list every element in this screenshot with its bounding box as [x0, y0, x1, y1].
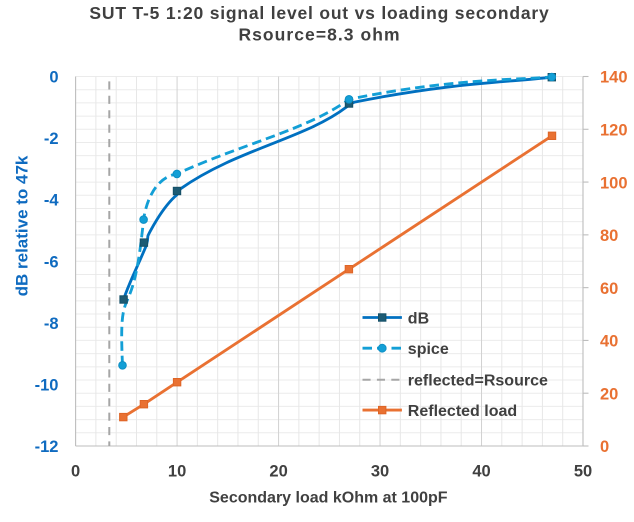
svg-text:-6: -6	[44, 253, 59, 271]
svg-text:Rsource=8.3 ohm: Rsource=8.3 ohm	[238, 25, 400, 45]
svg-text:30: 30	[371, 463, 389, 481]
svg-text:120: 120	[600, 122, 628, 140]
svg-text:50: 50	[574, 463, 592, 481]
svg-text:-2: -2	[44, 130, 59, 148]
svg-text:-12: -12	[35, 438, 59, 456]
svg-text:dB: dB	[408, 310, 429, 327]
svg-text:80: 80	[600, 227, 618, 245]
svg-text:100: 100	[600, 174, 628, 192]
svg-text:140: 140	[600, 69, 628, 87]
svg-text:10: 10	[168, 463, 186, 481]
svg-text:-10: -10	[35, 376, 59, 394]
svg-text:0: 0	[49, 69, 58, 87]
svg-text:20: 20	[269, 463, 287, 481]
svg-text:-4: -4	[44, 192, 59, 210]
svg-text:Secondary load kOhm at 100pF: Secondary load kOhm at 100pF	[209, 489, 448, 506]
svg-text:-8: -8	[44, 315, 59, 333]
svg-text:spice: spice	[408, 341, 449, 358]
svg-text:reflected=Rsource: reflected=Rsource	[408, 373, 548, 390]
svg-text:20: 20	[600, 385, 618, 403]
svg-text:40: 40	[472, 463, 490, 481]
svg-text:SUT T-5 1:20 signal level out: SUT T-5 1:20 signal level out vs loading…	[89, 3, 549, 23]
svg-text:60: 60	[600, 280, 618, 298]
svg-text:dB relative to 47k: dB relative to 47k	[13, 155, 32, 296]
svg-text:40: 40	[600, 333, 618, 351]
svg-text:Reflected load: Reflected load	[408, 403, 517, 420]
svg-text:0: 0	[600, 438, 609, 456]
svg-text:0: 0	[71, 463, 80, 481]
